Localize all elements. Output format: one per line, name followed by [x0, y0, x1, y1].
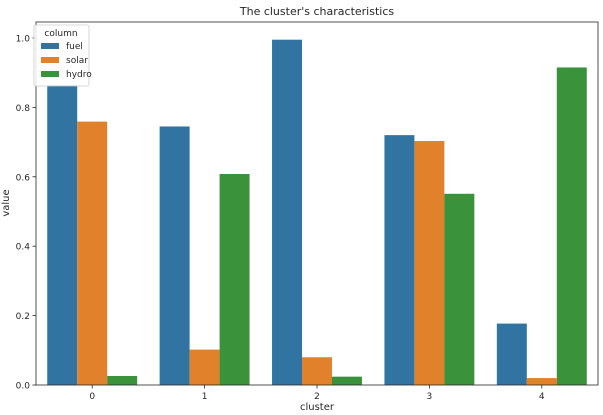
bar-solar-cluster-4 — [526, 378, 557, 385]
x-tick-label: 2 — [314, 392, 320, 402]
y-tick-label: 0.6 — [16, 173, 31, 183]
x-axis-label: cluster — [300, 402, 335, 413]
legend: column fuel solar hydro — [33, 24, 92, 87]
bar-solar-cluster-2 — [302, 357, 332, 385]
legend-box — [33, 24, 90, 87]
bar-hydro-cluster-3 — [444, 193, 475, 385]
bar-fuel-cluster-1 — [159, 126, 190, 386]
y-tick-label: 0.8 — [16, 104, 31, 114]
y-tick-label: 1.0 — [16, 34, 31, 44]
legend-label-fuel: fuel — [66, 42, 83, 52]
legend-title: column — [44, 29, 77, 39]
legend-swatch-fuel — [41, 43, 59, 49]
x-tick-label: 1 — [202, 392, 208, 402]
legend-swatch-solar — [41, 57, 59, 63]
plot-frame — [35, 21, 599, 386]
legend-swatch-hydro — [41, 71, 59, 77]
y-axis-label: value — [1, 189, 12, 216]
bar-hydro-cluster-0 — [107, 375, 138, 385]
chart-title: The cluster's characteristics — [239, 5, 394, 18]
bar-hydro-cluster-4 — [556, 67, 587, 386]
y-tick-label: 0.0 — [16, 382, 31, 392]
bars-group — [47, 39, 587, 386]
bar-hydro-cluster-2 — [331, 376, 362, 385]
legend-label-hydro: hydro — [66, 70, 92, 80]
bar-hydro-cluster-1 — [219, 174, 250, 385]
bar-solar-cluster-1 — [189, 349, 220, 385]
legend-label-solar: solar — [66, 56, 88, 66]
y-tick-label: 0.2 — [16, 312, 30, 322]
x-tick-label: 3 — [427, 392, 433, 402]
bar-fuel-cluster-4 — [496, 323, 527, 385]
ticks-group: 0.0 0.2 0.4 0.6 0.8 1.0 0 1 2 3 4 — [16, 34, 545, 402]
bar-solar-cluster-3 — [414, 141, 445, 385]
bar-solar-cluster-0 — [77, 121, 108, 385]
x-tick-label: 4 — [539, 392, 545, 402]
bar-fuel-cluster-2 — [272, 39, 303, 385]
bar-fuel-cluster-0 — [47, 85, 78, 385]
bar-fuel-cluster-3 — [384, 135, 415, 385]
x-tick-label: 0 — [89, 392, 95, 402]
y-tick-label: 0.4 — [16, 243, 31, 253]
